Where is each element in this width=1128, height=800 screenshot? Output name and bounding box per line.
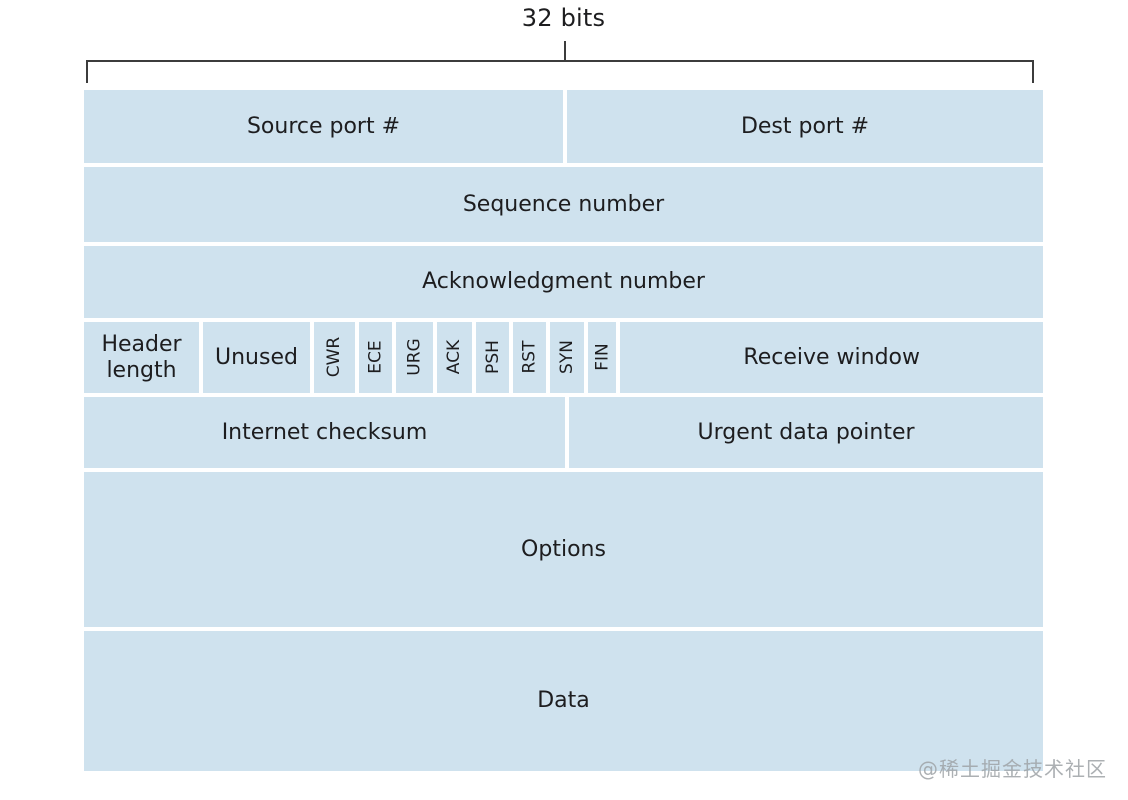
field-flag-rst: RST (513, 322, 547, 393)
field-flag-ack: ACK (437, 322, 472, 393)
width-indicator-tick (564, 41, 566, 60)
field-header-length: Header length (84, 322, 199, 393)
row-ports: Source port # Dest port # (84, 90, 1043, 163)
field-ack-number: Acknowledgment number (84, 246, 1043, 318)
row-data: Data (84, 631, 1043, 771)
diagram-title: 32 bits (521, 4, 606, 32)
flag-ack-label: ACK (444, 340, 465, 375)
flag-fin-label: FIN (592, 343, 613, 372)
row-checksum: Internet checksum Urgent data pointer (84, 397, 1043, 468)
field-dest-port: Dest port # (567, 90, 1043, 163)
field-flag-fin: FIN (588, 322, 617, 393)
row-flags: Header length Unused CWR ECE URG ACK PSH… (84, 322, 1043, 393)
flag-syn-label: SYN (557, 340, 578, 375)
flag-cwr-label: CWR (324, 337, 345, 378)
row-options: Options (84, 472, 1043, 627)
flag-rst-label: RST (519, 340, 540, 374)
field-internet-checksum: Internet checksum (84, 397, 565, 468)
row-sequence-number: Sequence number (84, 167, 1043, 242)
watermark: @稀土掘金技术社区 (918, 757, 1107, 781)
field-sequence-number: Sequence number (84, 167, 1043, 242)
field-flag-syn: SYN (550, 322, 585, 393)
field-flag-ece: ECE (358, 322, 392, 393)
field-unused: Unused (203, 322, 310, 393)
field-flag-cwr: CWR (314, 322, 355, 393)
field-options: Options (84, 472, 1043, 627)
header-fields-table: Source port # Dest port # Sequence numbe… (84, 90, 1043, 771)
field-urgent-data-pointer: Urgent data pointer (569, 397, 1043, 468)
field-data: Data (84, 631, 1043, 771)
flag-ece-label: ECE (365, 340, 386, 375)
row-ack-number: Acknowledgment number (84, 246, 1043, 318)
flag-psh-label: PSH (482, 340, 503, 375)
field-flag-psh: PSH (475, 322, 510, 393)
field-source-port: Source port # (84, 90, 563, 163)
flag-urg-label: URG (404, 338, 425, 377)
width-bracket (86, 60, 1034, 83)
field-flag-urg: URG (395, 322, 434, 393)
field-receive-window: Receive window (620, 322, 1043, 393)
